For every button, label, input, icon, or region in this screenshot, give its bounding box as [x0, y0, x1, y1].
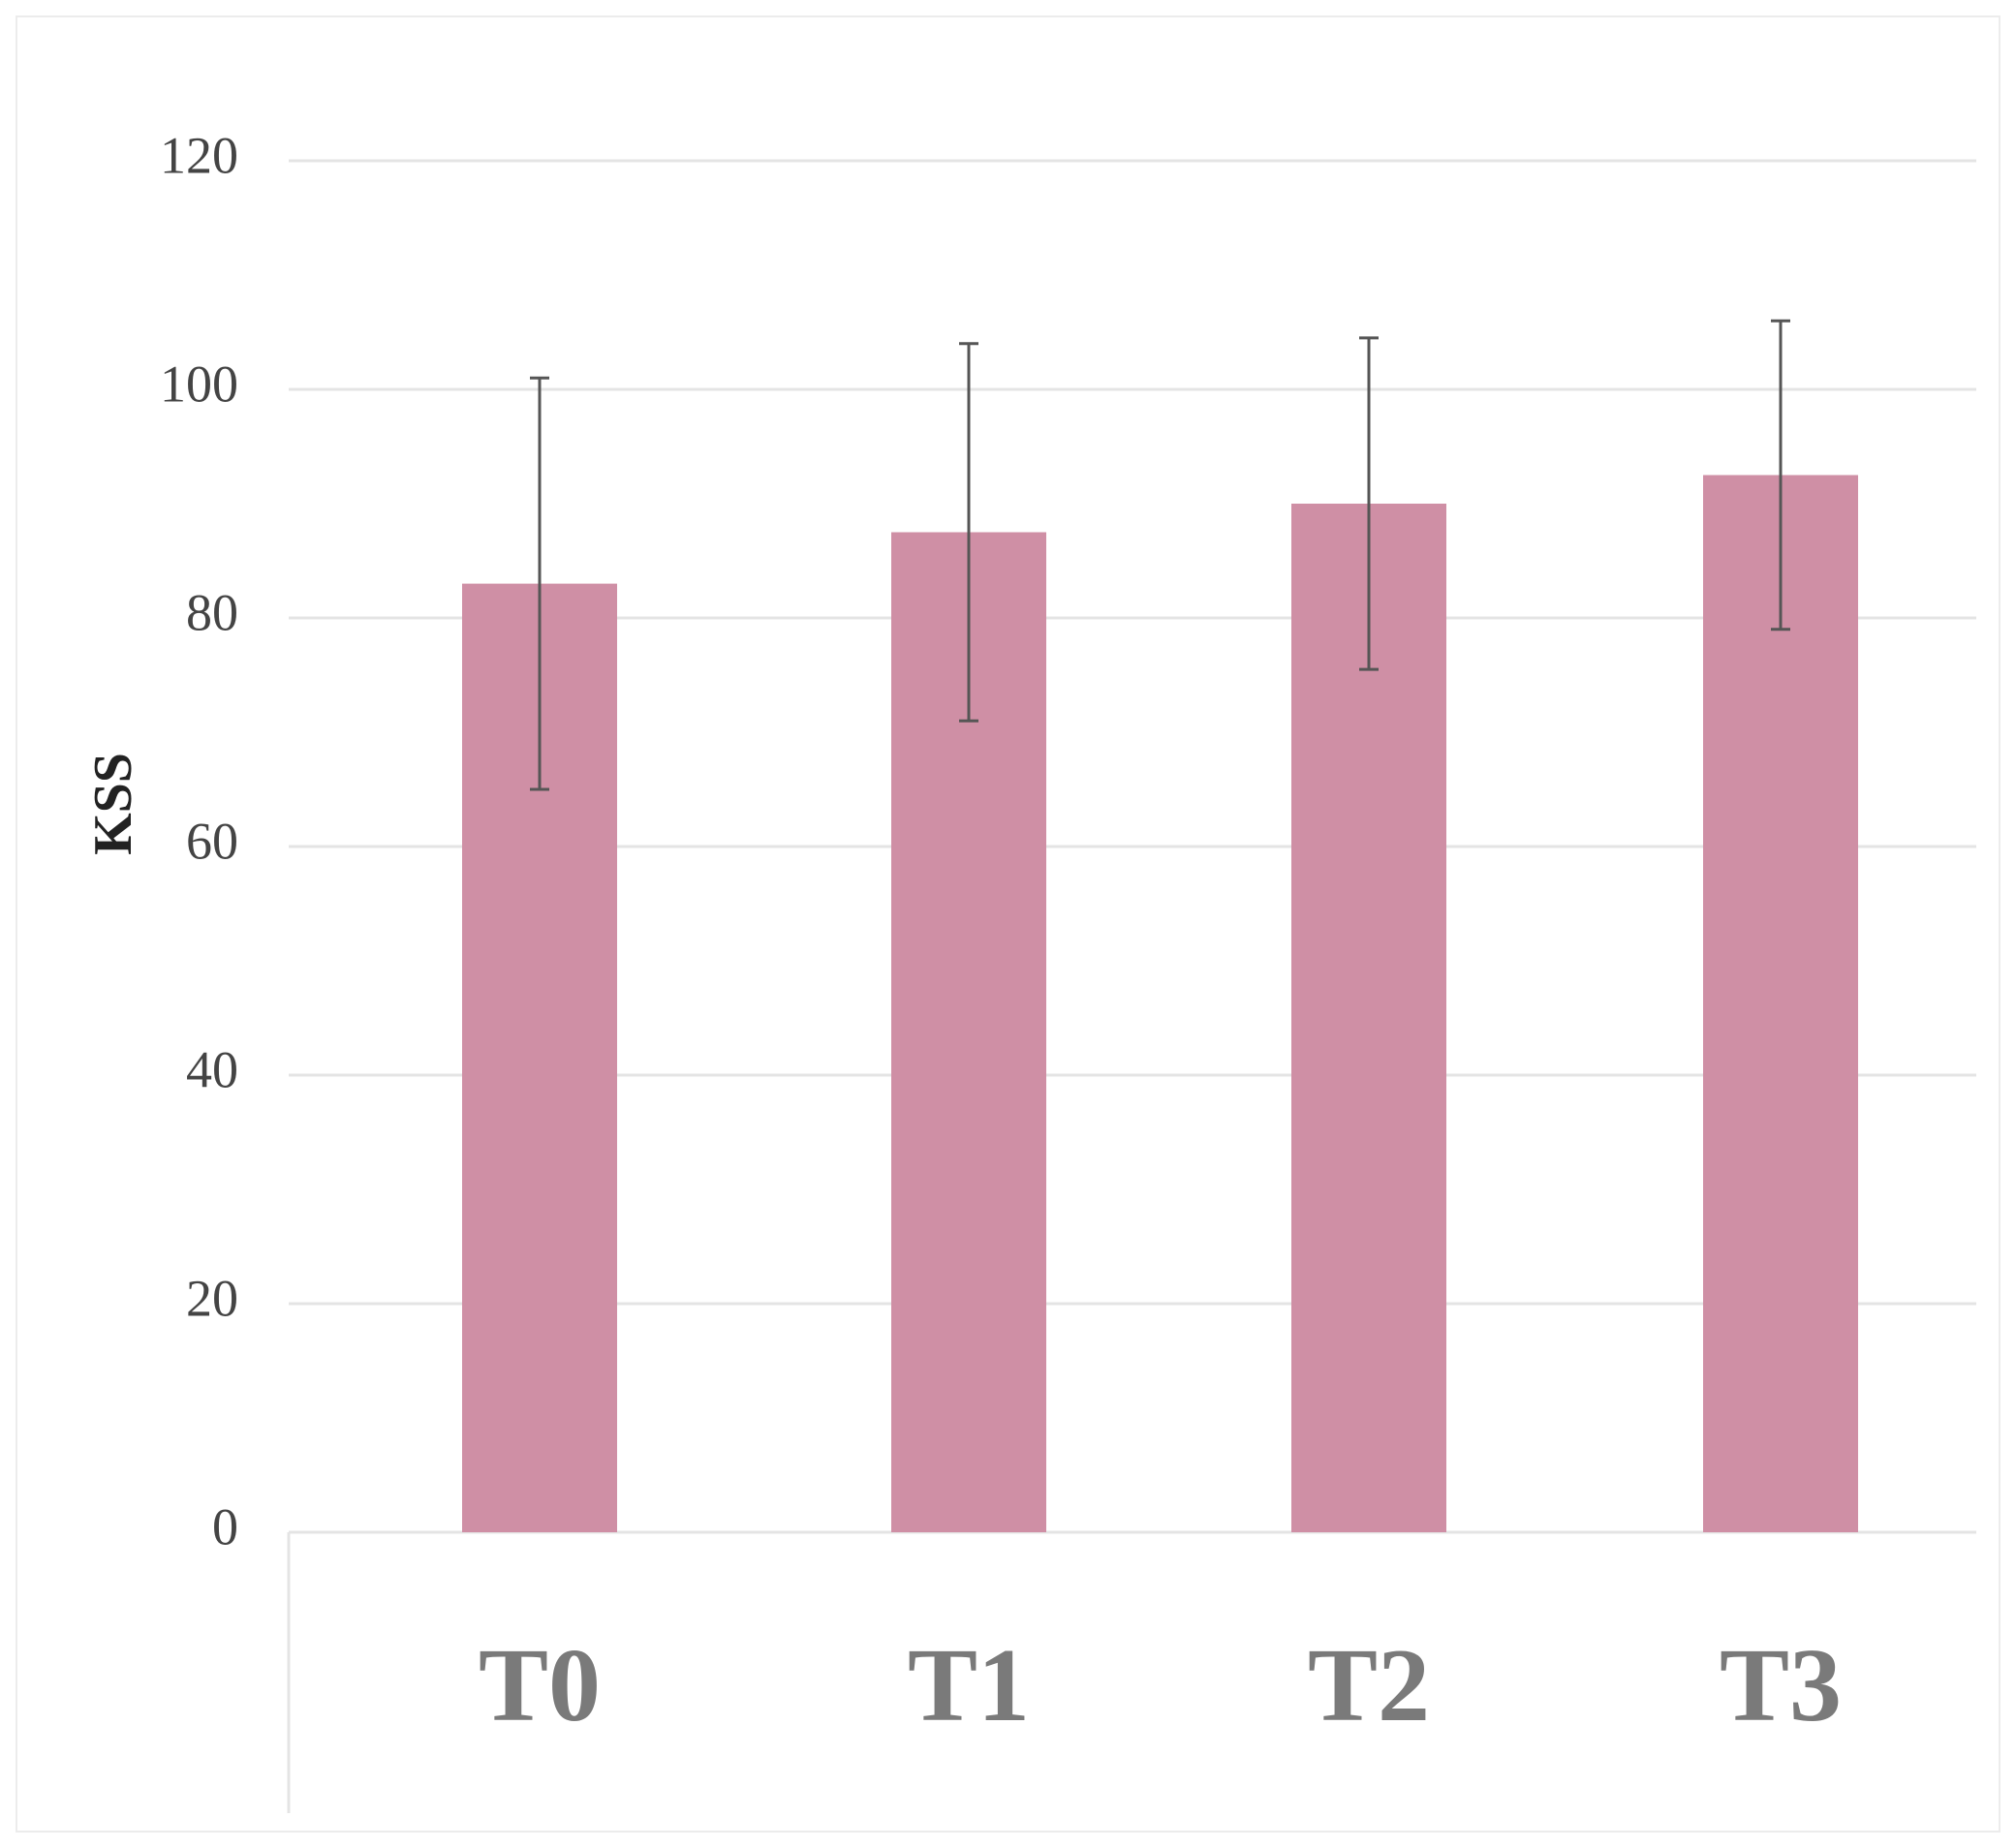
error-bar-T1 — [959, 342, 978, 723]
y-tick-label: 40 — [186, 1040, 238, 1098]
y-tick-label: 0 — [212, 1497, 238, 1555]
y-tick-labels: 0 20 40 60 80 100 120 — [160, 126, 238, 1555]
y-tick-label: 60 — [186, 812, 238, 870]
x-category-label-T1: T1 — [908, 1628, 1030, 1743]
bar-T2 — [1291, 504, 1446, 1532]
error-bars — [530, 319, 1790, 791]
y-tick-label: 80 — [186, 583, 238, 641]
error-bar-T0 — [530, 376, 549, 791]
y-tick-label: 20 — [186, 1269, 238, 1327]
x-category-label-T0: T0 — [479, 1628, 601, 1743]
chart-frame — [16, 15, 2000, 1833]
y-tick-label: 100 — [160, 354, 238, 413]
y-tick-label: 120 — [160, 126, 238, 184]
x-category-label-T3: T3 — [1720, 1628, 1842, 1743]
x-category-label-T2: T2 — [1308, 1628, 1430, 1743]
bar-T3 — [1703, 475, 1858, 1532]
error-bar-T2 — [1359, 336, 1379, 671]
error-bar-T3 — [1771, 319, 1790, 631]
bars — [462, 475, 1858, 1532]
x-category-labels: T0 T1 T2 T3 — [479, 1628, 1842, 1743]
y-axis-title: KSS — [83, 753, 143, 855]
